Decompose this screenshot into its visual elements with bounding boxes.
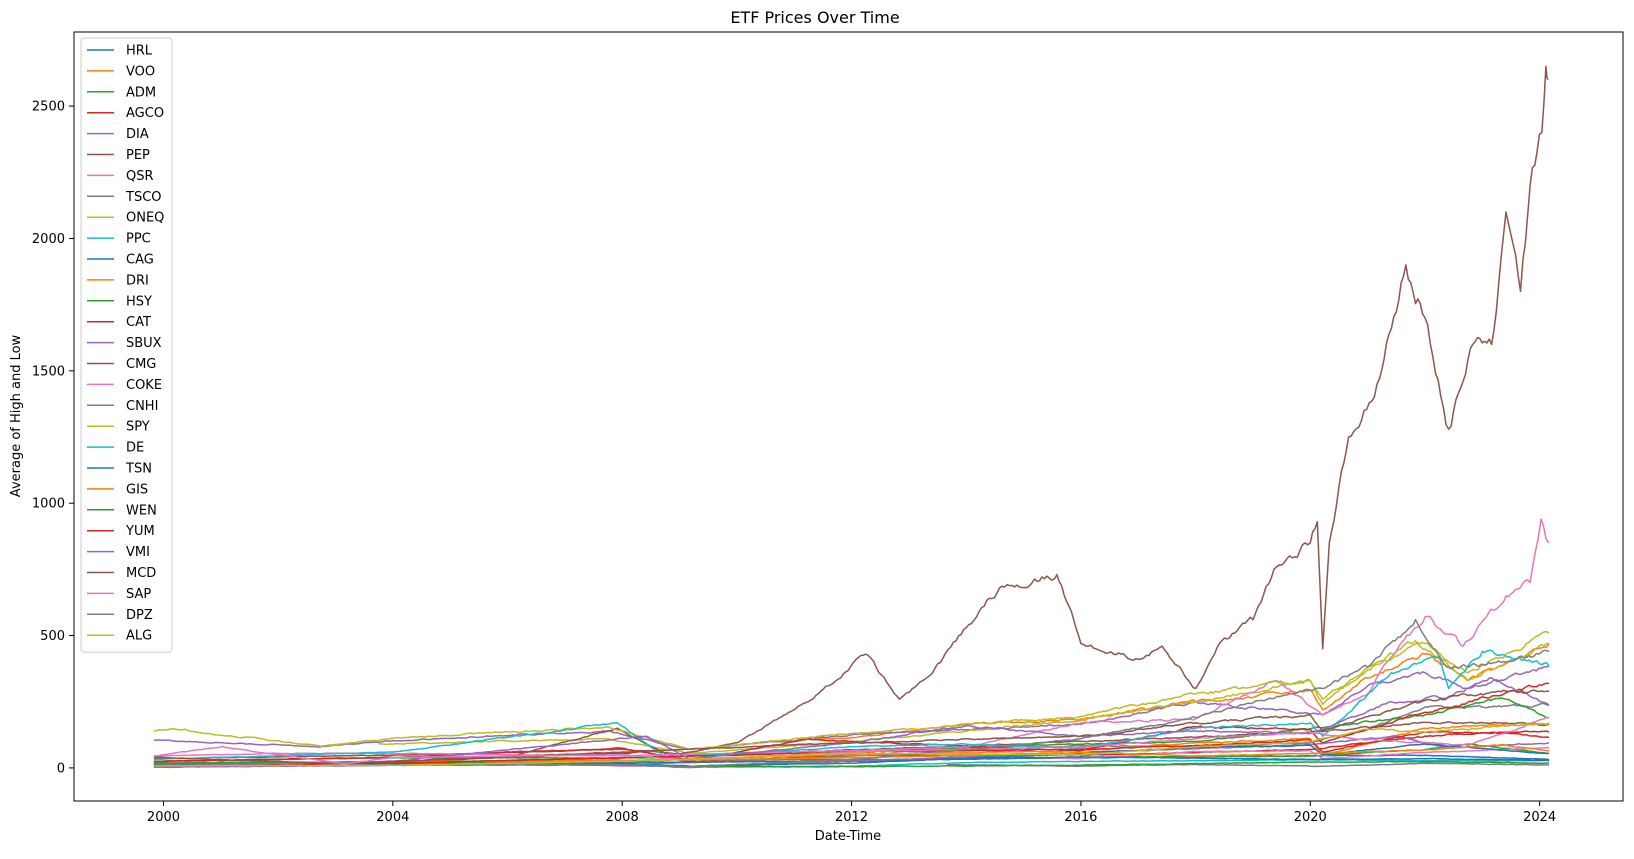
legend-label-cnhi: CNHI [126,399,158,414]
y-axis-label: Average of High and Low [9,334,24,497]
legend-label-hrl: HRL [126,44,153,59]
series-line-mcd [153,689,1550,765]
legend-label-sbux: SBUX [126,336,162,351]
series-line-sap [153,716,1550,765]
x-tick-label: 2020 [1294,810,1327,825]
series-line-cat [153,682,1550,763]
legend-label-alg: ALG [126,629,152,644]
legend-label-pep: PEP [126,148,150,163]
series-line-cmg [512,65,1549,757]
legend-label-vmi: VMI [126,545,150,560]
legend-label-mcd: MCD [126,566,156,581]
legend-label-cat: CAT [126,315,151,330]
x-tick-label: 2024 [1523,810,1556,825]
x-axis-label: Date-Time [815,829,881,844]
legend-label-dri: DRI [126,273,149,288]
legend-label-tsco: TSCO [125,190,162,205]
x-tick-label: 2008 [606,810,639,825]
plot-frame [73,31,1624,802]
y-axis: 0 500 1000 1500 2000 2500 [32,100,74,776]
legend-label-qsr: QSR [126,169,154,184]
y-tick-label: 500 [40,629,65,644]
legend-label-de: DE [126,441,144,456]
chart-title: ETF Prices Over Time [730,8,899,27]
series-line-voo [775,643,1550,743]
legend-label-sap: SAP [126,587,151,602]
x-tick-label: 2016 [1064,810,1097,825]
x-tick-label: 2012 [835,810,868,825]
legend-label-adm: ADM [126,85,156,100]
legend-label-voo: VOO [126,64,155,79]
legend-label-cag: CAG [126,253,154,268]
legend-label-gis: GIS [126,482,148,497]
legend-label-dpz: DPZ [126,608,153,623]
x-axis: 2000 2004 2008 2012 2016 2020 2024 [147,801,1556,825]
legend-label-hsy: HSY [126,294,152,309]
legend-label-ppc: PPC [126,232,151,247]
y-tick-label: 2500 [32,100,65,115]
series-line-spy [153,630,1550,751]
y-tick-label: 0 [57,761,65,776]
legend-label-yum: YUM [125,524,155,539]
x-tick-label: 2000 [147,810,180,825]
legend-label-oneq: ONEQ [126,211,164,226]
series-layer [153,65,1550,769]
series-line-alg [153,722,1550,767]
series-line-dia [153,665,1550,751]
x-tick-label: 2004 [376,810,409,825]
series-line-coke [153,518,1549,757]
y-tick-label: 1000 [32,497,65,512]
legend-label-wen: WEN [126,503,157,518]
legend-label-coke: COKE [126,378,162,393]
series-line-dpz [421,618,1550,768]
legend-label-agco: AGCO [126,106,164,121]
legend-box [80,37,173,653]
y-tick-label: 1500 [32,364,65,379]
series-line-oneq [378,640,1550,755]
legend-label-tsn: TSN [125,462,152,477]
legend-label-spy: SPY [126,420,150,435]
y-tick-label: 2000 [32,232,65,247]
legend-label-cmg: CMG [126,357,156,372]
legend-label-dia: DIA [126,127,149,142]
legend: HRL VOO ADM AGCO DIA PEP QSR TSCO ONEQ PPC CAG DRI H… [80,37,173,653]
